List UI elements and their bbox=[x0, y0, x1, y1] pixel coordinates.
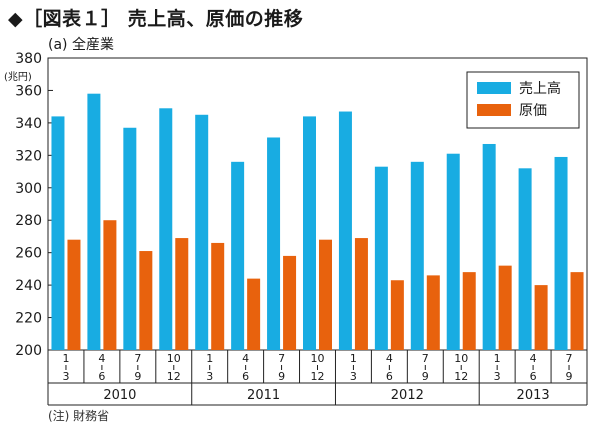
quarter-start-label: 1 bbox=[350, 352, 357, 365]
bar-sales bbox=[87, 93, 101, 350]
quarter-end-label: 12 bbox=[311, 370, 325, 383]
bar-cost bbox=[534, 285, 548, 350]
source-note: (注) 財務省 bbox=[48, 409, 110, 423]
quarter-start-label: 1 bbox=[206, 352, 213, 365]
quarter-end-label: 3 bbox=[62, 370, 69, 383]
bar-cost bbox=[319, 239, 332, 350]
quarter-start-label: 7 bbox=[566, 352, 573, 365]
quarter-start-label: 10 bbox=[454, 352, 468, 365]
quarter-end-label: 6 bbox=[530, 370, 537, 383]
bar-cost bbox=[103, 220, 117, 350]
y-tick-label: 280 bbox=[15, 213, 42, 229]
bar-sales bbox=[482, 143, 496, 350]
quarter-end-label: 9 bbox=[134, 370, 141, 383]
quarter-end-label: 12 bbox=[167, 370, 181, 383]
chart-subtitle: (a) 全産業 bbox=[48, 37, 114, 53]
legend-label: 原価 bbox=[519, 103, 547, 119]
bar-sales bbox=[446, 153, 460, 350]
quarter-end-label: 3 bbox=[350, 370, 357, 383]
quarter-end-label: 9 bbox=[278, 370, 285, 383]
year-label: 2011 bbox=[247, 388, 280, 403]
bar-sales bbox=[518, 168, 532, 350]
bar-cost bbox=[175, 238, 189, 350]
y-tick-label: 240 bbox=[15, 278, 42, 294]
y-tick-label: 220 bbox=[15, 311, 42, 327]
plot-frame bbox=[47, 57, 588, 351]
bar-cost bbox=[283, 255, 297, 350]
y-unit-label: (兆円) bbox=[4, 71, 32, 83]
bar-sales bbox=[195, 114, 209, 351]
quarter-end-label: 6 bbox=[242, 370, 249, 383]
legend-label: 売上高 bbox=[519, 80, 561, 97]
quarter-start-label: 4 bbox=[386, 352, 393, 365]
bar-sales bbox=[410, 161, 424, 350]
bar-cost bbox=[390, 280, 404, 350]
y-tick-label: 300 bbox=[15, 181, 42, 197]
quarter-start-label: 10 bbox=[167, 352, 181, 365]
quarter-end-label: 9 bbox=[422, 370, 429, 383]
year-label: 2012 bbox=[391, 388, 424, 403]
bar-sales bbox=[123, 127, 137, 350]
year-label: 2013 bbox=[517, 388, 550, 403]
figure-title: ◆［図表１］ 売上高、原価の推移 bbox=[8, 8, 304, 30]
legend-box bbox=[466, 71, 580, 129]
bar-cost bbox=[426, 275, 440, 350]
bar-sales bbox=[338, 111, 352, 351]
bar-sales bbox=[374, 166, 388, 350]
quarter-start-label: 4 bbox=[98, 352, 105, 365]
bar-cost bbox=[139, 251, 153, 350]
quarter-start-label: 4 bbox=[530, 352, 537, 365]
quarter-end-label: 6 bbox=[98, 370, 105, 383]
bar-sales bbox=[303, 116, 316, 351]
y-tick-label: 360 bbox=[15, 83, 42, 99]
bar-cost bbox=[570, 272, 584, 350]
bar-sales bbox=[267, 137, 281, 350]
bar-sales bbox=[231, 161, 245, 350]
bar-sales bbox=[159, 108, 173, 351]
quarter-end-label: 3 bbox=[494, 370, 501, 383]
quarter-start-label: 7 bbox=[422, 352, 429, 365]
quarter-start-label: 10 bbox=[311, 352, 325, 365]
quarter-end-label: 3 bbox=[206, 370, 213, 383]
bar-cost bbox=[247, 278, 261, 350]
bar-cost bbox=[354, 238, 368, 350]
bar-cost bbox=[462, 272, 476, 350]
year-label: 2010 bbox=[103, 388, 136, 403]
quarter-start-label: 7 bbox=[278, 352, 285, 365]
quarter-start-label: 1 bbox=[62, 352, 69, 365]
quarter-start-label: 7 bbox=[134, 352, 141, 365]
legend-swatch bbox=[477, 104, 511, 116]
y-tick-label: 380 bbox=[15, 51, 42, 67]
quarter-end-label: 12 bbox=[454, 370, 468, 383]
y-tick-label: 260 bbox=[15, 246, 42, 262]
bar-cost bbox=[67, 239, 81, 350]
quarter-start-label: 1 bbox=[494, 352, 501, 365]
bar-cost bbox=[498, 265, 512, 350]
y-tick-label: 340 bbox=[15, 116, 42, 132]
quarter-start-label: 4 bbox=[242, 352, 249, 365]
bar-sales bbox=[554, 156, 568, 350]
legend-swatch bbox=[477, 82, 511, 94]
bar-cost bbox=[211, 242, 225, 350]
quarter-end-label: 9 bbox=[566, 370, 573, 383]
quarter-end-label: 6 bbox=[386, 370, 393, 383]
bar-sales bbox=[51, 116, 65, 351]
y-tick-label: 320 bbox=[15, 148, 42, 164]
y-tick-label: 200 bbox=[15, 343, 42, 359]
